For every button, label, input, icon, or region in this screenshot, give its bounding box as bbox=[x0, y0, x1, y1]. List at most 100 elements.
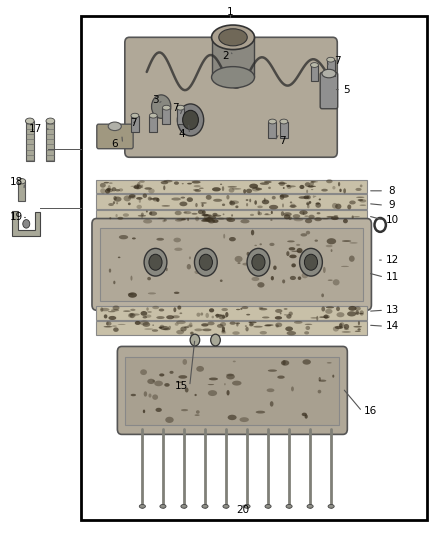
Ellipse shape bbox=[321, 306, 325, 311]
Ellipse shape bbox=[333, 326, 339, 332]
Ellipse shape bbox=[223, 121, 229, 125]
Ellipse shape bbox=[113, 196, 117, 200]
Circle shape bbox=[247, 248, 270, 276]
Ellipse shape bbox=[306, 326, 310, 330]
Ellipse shape bbox=[165, 417, 174, 423]
Ellipse shape bbox=[230, 321, 236, 325]
Ellipse shape bbox=[212, 316, 214, 318]
Ellipse shape bbox=[249, 321, 251, 324]
Ellipse shape bbox=[203, 214, 212, 216]
Ellipse shape bbox=[201, 204, 204, 207]
Ellipse shape bbox=[194, 328, 203, 332]
Ellipse shape bbox=[359, 199, 366, 203]
Ellipse shape bbox=[208, 216, 216, 219]
Ellipse shape bbox=[191, 58, 195, 63]
Ellipse shape bbox=[278, 87, 280, 91]
Ellipse shape bbox=[226, 390, 230, 395]
Ellipse shape bbox=[205, 219, 208, 221]
Ellipse shape bbox=[146, 211, 148, 213]
Ellipse shape bbox=[141, 215, 143, 219]
Ellipse shape bbox=[344, 327, 346, 328]
Ellipse shape bbox=[226, 374, 235, 379]
Ellipse shape bbox=[323, 314, 330, 319]
Ellipse shape bbox=[178, 375, 187, 379]
Ellipse shape bbox=[231, 214, 233, 217]
Ellipse shape bbox=[145, 187, 152, 190]
Ellipse shape bbox=[222, 83, 230, 84]
Ellipse shape bbox=[117, 217, 124, 220]
Ellipse shape bbox=[265, 213, 269, 215]
Ellipse shape bbox=[343, 324, 349, 329]
Ellipse shape bbox=[259, 243, 262, 245]
Ellipse shape bbox=[139, 504, 145, 508]
Ellipse shape bbox=[195, 203, 198, 207]
Ellipse shape bbox=[287, 185, 296, 188]
Ellipse shape bbox=[222, 186, 224, 191]
Ellipse shape bbox=[190, 332, 193, 335]
Ellipse shape bbox=[321, 189, 328, 191]
Ellipse shape bbox=[175, 219, 183, 222]
Ellipse shape bbox=[336, 312, 344, 317]
Ellipse shape bbox=[148, 197, 152, 200]
Ellipse shape bbox=[359, 313, 363, 314]
Ellipse shape bbox=[245, 325, 247, 327]
Ellipse shape bbox=[137, 184, 139, 189]
Ellipse shape bbox=[152, 329, 158, 332]
Ellipse shape bbox=[131, 185, 137, 187]
Ellipse shape bbox=[128, 203, 131, 205]
FancyBboxPatch shape bbox=[320, 72, 338, 109]
Ellipse shape bbox=[180, 197, 185, 199]
Ellipse shape bbox=[202, 504, 208, 508]
Ellipse shape bbox=[134, 184, 142, 189]
Ellipse shape bbox=[251, 72, 259, 77]
Ellipse shape bbox=[291, 251, 300, 252]
Ellipse shape bbox=[307, 117, 314, 120]
FancyBboxPatch shape bbox=[117, 346, 347, 434]
Ellipse shape bbox=[113, 327, 119, 332]
Ellipse shape bbox=[106, 188, 111, 191]
Ellipse shape bbox=[101, 308, 110, 311]
Ellipse shape bbox=[250, 214, 254, 216]
Ellipse shape bbox=[138, 215, 146, 217]
Ellipse shape bbox=[160, 325, 164, 328]
Ellipse shape bbox=[130, 313, 134, 318]
Ellipse shape bbox=[222, 327, 225, 331]
Ellipse shape bbox=[152, 380, 155, 382]
Ellipse shape bbox=[305, 324, 312, 325]
Ellipse shape bbox=[236, 323, 239, 327]
Ellipse shape bbox=[343, 219, 348, 223]
Ellipse shape bbox=[236, 309, 240, 310]
Ellipse shape bbox=[319, 379, 326, 382]
Circle shape bbox=[152, 95, 171, 118]
Ellipse shape bbox=[199, 188, 204, 189]
Ellipse shape bbox=[215, 314, 222, 317]
Ellipse shape bbox=[318, 139, 326, 145]
Ellipse shape bbox=[246, 314, 250, 316]
Ellipse shape bbox=[348, 306, 357, 311]
Ellipse shape bbox=[244, 504, 250, 508]
Ellipse shape bbox=[175, 211, 182, 215]
Ellipse shape bbox=[194, 394, 197, 396]
Text: 16: 16 bbox=[364, 407, 377, 416]
Ellipse shape bbox=[156, 198, 159, 202]
Ellipse shape bbox=[193, 189, 199, 191]
Ellipse shape bbox=[331, 249, 332, 252]
Ellipse shape bbox=[141, 213, 144, 216]
Ellipse shape bbox=[152, 394, 158, 400]
Ellipse shape bbox=[201, 255, 206, 258]
Ellipse shape bbox=[137, 205, 142, 209]
Ellipse shape bbox=[191, 213, 198, 215]
Ellipse shape bbox=[177, 106, 184, 110]
Bar bbox=[26, 121, 34, 161]
Ellipse shape bbox=[177, 305, 181, 310]
Bar bbox=[212, 37, 254, 77]
FancyBboxPatch shape bbox=[97, 124, 133, 149]
Ellipse shape bbox=[128, 293, 137, 298]
Ellipse shape bbox=[245, 122, 254, 128]
Circle shape bbox=[144, 248, 167, 276]
Ellipse shape bbox=[251, 253, 258, 259]
Ellipse shape bbox=[100, 183, 106, 188]
Ellipse shape bbox=[196, 366, 204, 372]
Ellipse shape bbox=[325, 309, 332, 314]
Ellipse shape bbox=[194, 270, 201, 274]
